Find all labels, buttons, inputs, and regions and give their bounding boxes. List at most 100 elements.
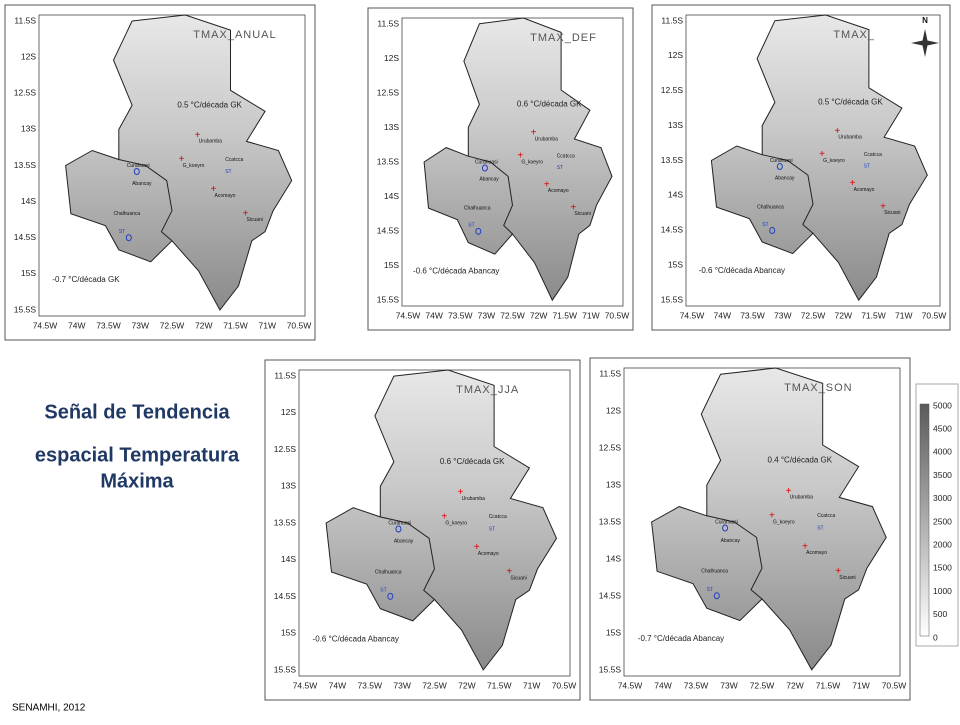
trend-label: -0.7 °C/década GK [52,275,120,284]
station-marker: + [880,202,886,213]
lon-tick-label: 71.5W [816,680,841,690]
lon-tick-label: 72.5W [750,680,775,690]
station-label: Curahuasi [475,159,498,165]
lat-tick-label: 12.5S [274,444,297,454]
trend-label: 0.5 °C/década GK [177,100,242,109]
colorbar-label: 2500 [933,516,952,526]
station-label: Chalhuanca [464,205,491,211]
lat-tick-label: 13.5S [274,517,297,527]
lat-tick-label: 11.5S [14,15,36,25]
panel-title: TMAX_ANUAL [193,29,276,41]
station-marker: + [458,487,464,498]
lon-tick-label: 72W [458,680,475,690]
station-label: Chalhuanca [375,569,402,575]
lat-tick-label: 12S [281,407,296,417]
station-label: Curahuasi [127,163,150,169]
panel-title: TMAX_DEF [530,32,597,44]
lat-tick-label: 13.5S [377,156,400,166]
map-panel: 11.5S 12S 12.5S 13S 13.5S 14S 14.5S 15S 15.5S 74.… [651,4,951,331]
station-marker: + [819,149,825,160]
lon-tick-label: 70.5W [882,680,907,690]
station-marker: + [802,541,808,552]
lat-tick-label: 15S [668,259,683,269]
station-marker: + [506,567,512,578]
region-outline [65,14,293,311]
lat-tick-label: 12.5S [599,442,622,452]
colorbar-label: 3500 [933,470,952,480]
lat-tick-label: 14S [281,554,296,564]
plot-area [38,14,306,317]
station-label: ST [557,165,563,171]
station-marker [769,227,776,235]
lat-tick-label: 15S [606,627,621,637]
lon-tick-label: 70.5W [922,310,947,320]
region-border [118,159,173,242]
region-border [468,155,514,235]
region-outline [651,367,887,671]
region-border [706,515,763,600]
lon-tick-label: 73W [132,320,149,330]
lon-tick-label: 73.5W [740,310,765,320]
lat-tick-label: 15.5S [377,294,400,304]
station-marker: + [786,486,792,497]
lon-tick-label: 73W [478,310,495,320]
lon-tick-label: 73.5W [684,680,709,690]
lat-tick-label: 13S [281,481,296,491]
station-label: Ccatcca [864,152,882,158]
plot-area [623,367,901,677]
lat-tick-label: 15S [21,268,36,278]
lat-tick-label: 12S [384,53,399,63]
lat-tick-label: 13S [668,120,683,130]
lon-tick-label: 70.5W [287,320,312,330]
lat-tick-label: 12.5S [661,85,684,95]
station-marker: + [570,202,576,213]
lat-tick-label: 14S [606,553,621,563]
station-marker [776,163,783,170]
station-label: Urubamba [535,136,559,142]
station-marker: + [179,154,185,165]
colorbar-label: 4000 [933,447,952,457]
station-label: Ccatcca [557,154,575,160]
lon-tick-label: 72.5W [801,310,826,320]
station-label: Curahuasi [770,158,793,164]
station-marker [722,524,729,532]
station-marker: + [834,126,840,137]
station-marker: + [544,179,550,190]
lat-tick-label: 13.5S [14,160,37,170]
lon-tick-label: 73.5W [96,320,121,330]
lat-tick-label: 13.5S [599,516,622,526]
lon-tick-label: 71.5W [861,310,886,320]
lat-tick-label: 13S [606,479,621,489]
region-border [380,516,436,600]
lat-tick-label: 14.5S [661,225,684,235]
map-panel: 11.5S 12S 12.5S 13S 13.5S 14S 14.5S 15S 15.5S 74.… [264,359,581,701]
colorbar-label: 2000 [933,539,952,549]
lon-tick-label: 74W [714,310,731,320]
lat-tick-label: 14.5S [377,225,400,235]
lon-tick-label: 70.5W [605,310,630,320]
station-marker [481,164,488,172]
station-label: Ccatcca [225,157,243,163]
station-label: G_koeyro [521,159,543,165]
station-label: Ccatcca [489,514,507,520]
lon-tick-label: 74.5W [293,680,318,690]
station-label: ST [817,525,823,531]
lat-tick-label: 14.5S [14,232,37,242]
compass [911,29,939,57]
lat-tick-label: 14S [668,190,683,200]
station-label: ST [864,164,870,170]
station-marker: + [850,178,856,189]
lon-tick-label: 73.5W [357,680,382,690]
lat-tick-label: 12.5S [14,88,37,98]
lon-tick-label: 71W [523,680,540,690]
lon-tick-label: 72W [530,310,547,320]
station-marker [133,168,140,175]
station-marker: + [517,151,523,162]
lon-tick-label: 74.5W [33,320,58,330]
lon-tick-label: 72.5W [500,310,525,320]
lon-tick-label: 71W [259,320,276,330]
colorbar-label: 1500 [933,563,952,573]
panel-title: TMAX_ [833,29,875,41]
station-label: Sicuani [574,211,590,217]
